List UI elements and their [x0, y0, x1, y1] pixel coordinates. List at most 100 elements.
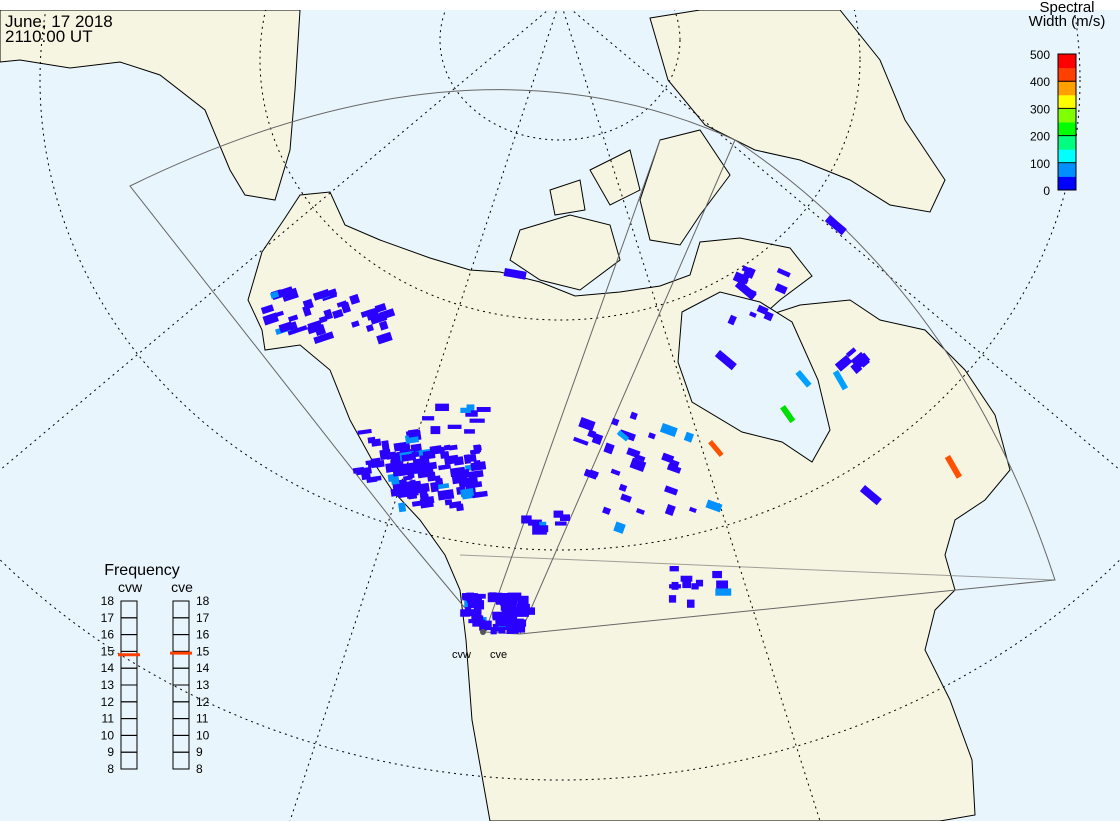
echo-cell: [468, 609, 482, 617]
echo-cell: [323, 308, 334, 321]
echo-cell: [467, 453, 477, 463]
radar-label-cvw: cvw: [452, 649, 471, 661]
colorbar-segment: [1058, 162, 1076, 177]
echo-cell: [409, 479, 417, 486]
frequency-tick-left: 12: [101, 695, 115, 709]
echo-cell: [447, 424, 462, 429]
echo-cell: [691, 583, 699, 590]
echo-cell: [860, 358, 871, 368]
echo-cell: [419, 491, 429, 502]
colorbar-tick-label: 0: [1043, 184, 1050, 198]
echo-cell: [508, 595, 518, 601]
echo-cell: [613, 521, 626, 534]
echo-cell: [403, 462, 418, 474]
echo-cell: [620, 493, 632, 503]
echo-cell: [496, 618, 510, 627]
frequency-tick-left: 9: [107, 745, 114, 759]
echo-cell: [745, 267, 756, 279]
land-arctic-island: [589, 149, 641, 206]
echo-cell: [749, 311, 757, 318]
echo-cell: [688, 506, 697, 514]
frequency-panel: Frequency cvw cve 18 18 17 17 16 16 15 15 14 14 13…: [101, 562, 210, 776]
colorbar-tick-label: 300: [1030, 102, 1050, 116]
echo-cell: [473, 459, 482, 470]
frequency-tick-right: 10: [196, 728, 210, 742]
echo-cell: [376, 331, 393, 345]
echo-cell: [603, 442, 615, 455]
echo-cell: [366, 476, 378, 484]
echo-cell: [422, 416, 435, 421]
echo-cell: [780, 405, 796, 424]
colorbar-segment: [1058, 67, 1076, 82]
echo-cell: [824, 214, 847, 236]
radar-label-cve: cve: [490, 649, 507, 661]
echo-cell: [269, 290, 280, 299]
echo-cell: [471, 615, 480, 621]
echo-cell: [444, 499, 453, 506]
frequency-tick-right: 14: [196, 661, 210, 675]
echo-cell: [516, 603, 530, 612]
echo-cell: [496, 615, 504, 622]
echo-cell: [611, 417, 620, 427]
echo-cell: [512, 607, 519, 617]
echo-cell: [294, 325, 308, 334]
colorbar-tick-label: 400: [1030, 75, 1050, 89]
echo-cell: [476, 407, 491, 412]
echo-cell: [378, 320, 389, 331]
echo-cell: [398, 502, 407, 513]
echo-cell: [499, 594, 506, 603]
echo-cell: [492, 623, 502, 631]
echo-cell: [573, 436, 589, 446]
echo-cell: [472, 619, 485, 627]
echo-cell: [850, 351, 867, 367]
echo-cell: [944, 455, 962, 479]
echo-cell: [390, 475, 400, 485]
frequency-cell: [172, 751, 190, 770]
echo-cell: [602, 506, 612, 515]
colorbar-segment: [1058, 176, 1076, 191]
frequency-tick-right: 11: [196, 712, 209, 726]
echo-cell: [618, 483, 628, 492]
echo-cell: [319, 331, 335, 342]
colorbar-segment: [1058, 81, 1076, 96]
echo-cell: [756, 304, 769, 316]
echo-cell: [661, 452, 675, 464]
echo-cell: [365, 324, 375, 333]
echo-cell: [369, 312, 388, 325]
echo-cell: [668, 595, 677, 603]
frequency-tick-left: 14: [101, 661, 115, 675]
echo-cell: [734, 280, 757, 301]
echo-cell: [312, 288, 331, 301]
frequency-tick-right: 12: [196, 695, 210, 709]
colorbar-title-units: Width (m/s): [1029, 13, 1106, 30]
echo-cell: [416, 482, 430, 493]
echo-cell: [483, 620, 492, 631]
echo-cell: [616, 429, 630, 442]
radar-echoes: [260, 214, 962, 635]
echo-cell: [466, 476, 479, 487]
frequency-title: Frequency: [104, 562, 180, 579]
echo-cell: [306, 323, 323, 335]
echo-cell: [664, 485, 679, 496]
frequency-tick-right: 16: [196, 628, 210, 642]
frequency-tick-right: 18: [196, 594, 210, 608]
land-arctic-island: [549, 179, 586, 216]
echo-cell: [516, 619, 527, 627]
echo-cell: [683, 431, 695, 443]
echo-cell: [443, 444, 451, 451]
echo-cell: [664, 503, 676, 516]
echo-cell: [507, 592, 522, 600]
spectral-width-colorbar: Spectral Width (m/s) 500 400 300 200 100 0: [1029, 0, 1106, 198]
echo-cell: [634, 453, 646, 462]
echo-cell: [776, 267, 791, 278]
echo-cell: [449, 466, 466, 478]
frequency-tick-left: 18: [101, 594, 115, 608]
echo-cell: [462, 593, 479, 601]
echo-cell: [352, 466, 365, 474]
echo-cell: [437, 483, 450, 490]
echo-cell: [464, 429, 475, 434]
echo-cell: [850, 361, 863, 374]
colorbar-segment: [1058, 108, 1076, 123]
